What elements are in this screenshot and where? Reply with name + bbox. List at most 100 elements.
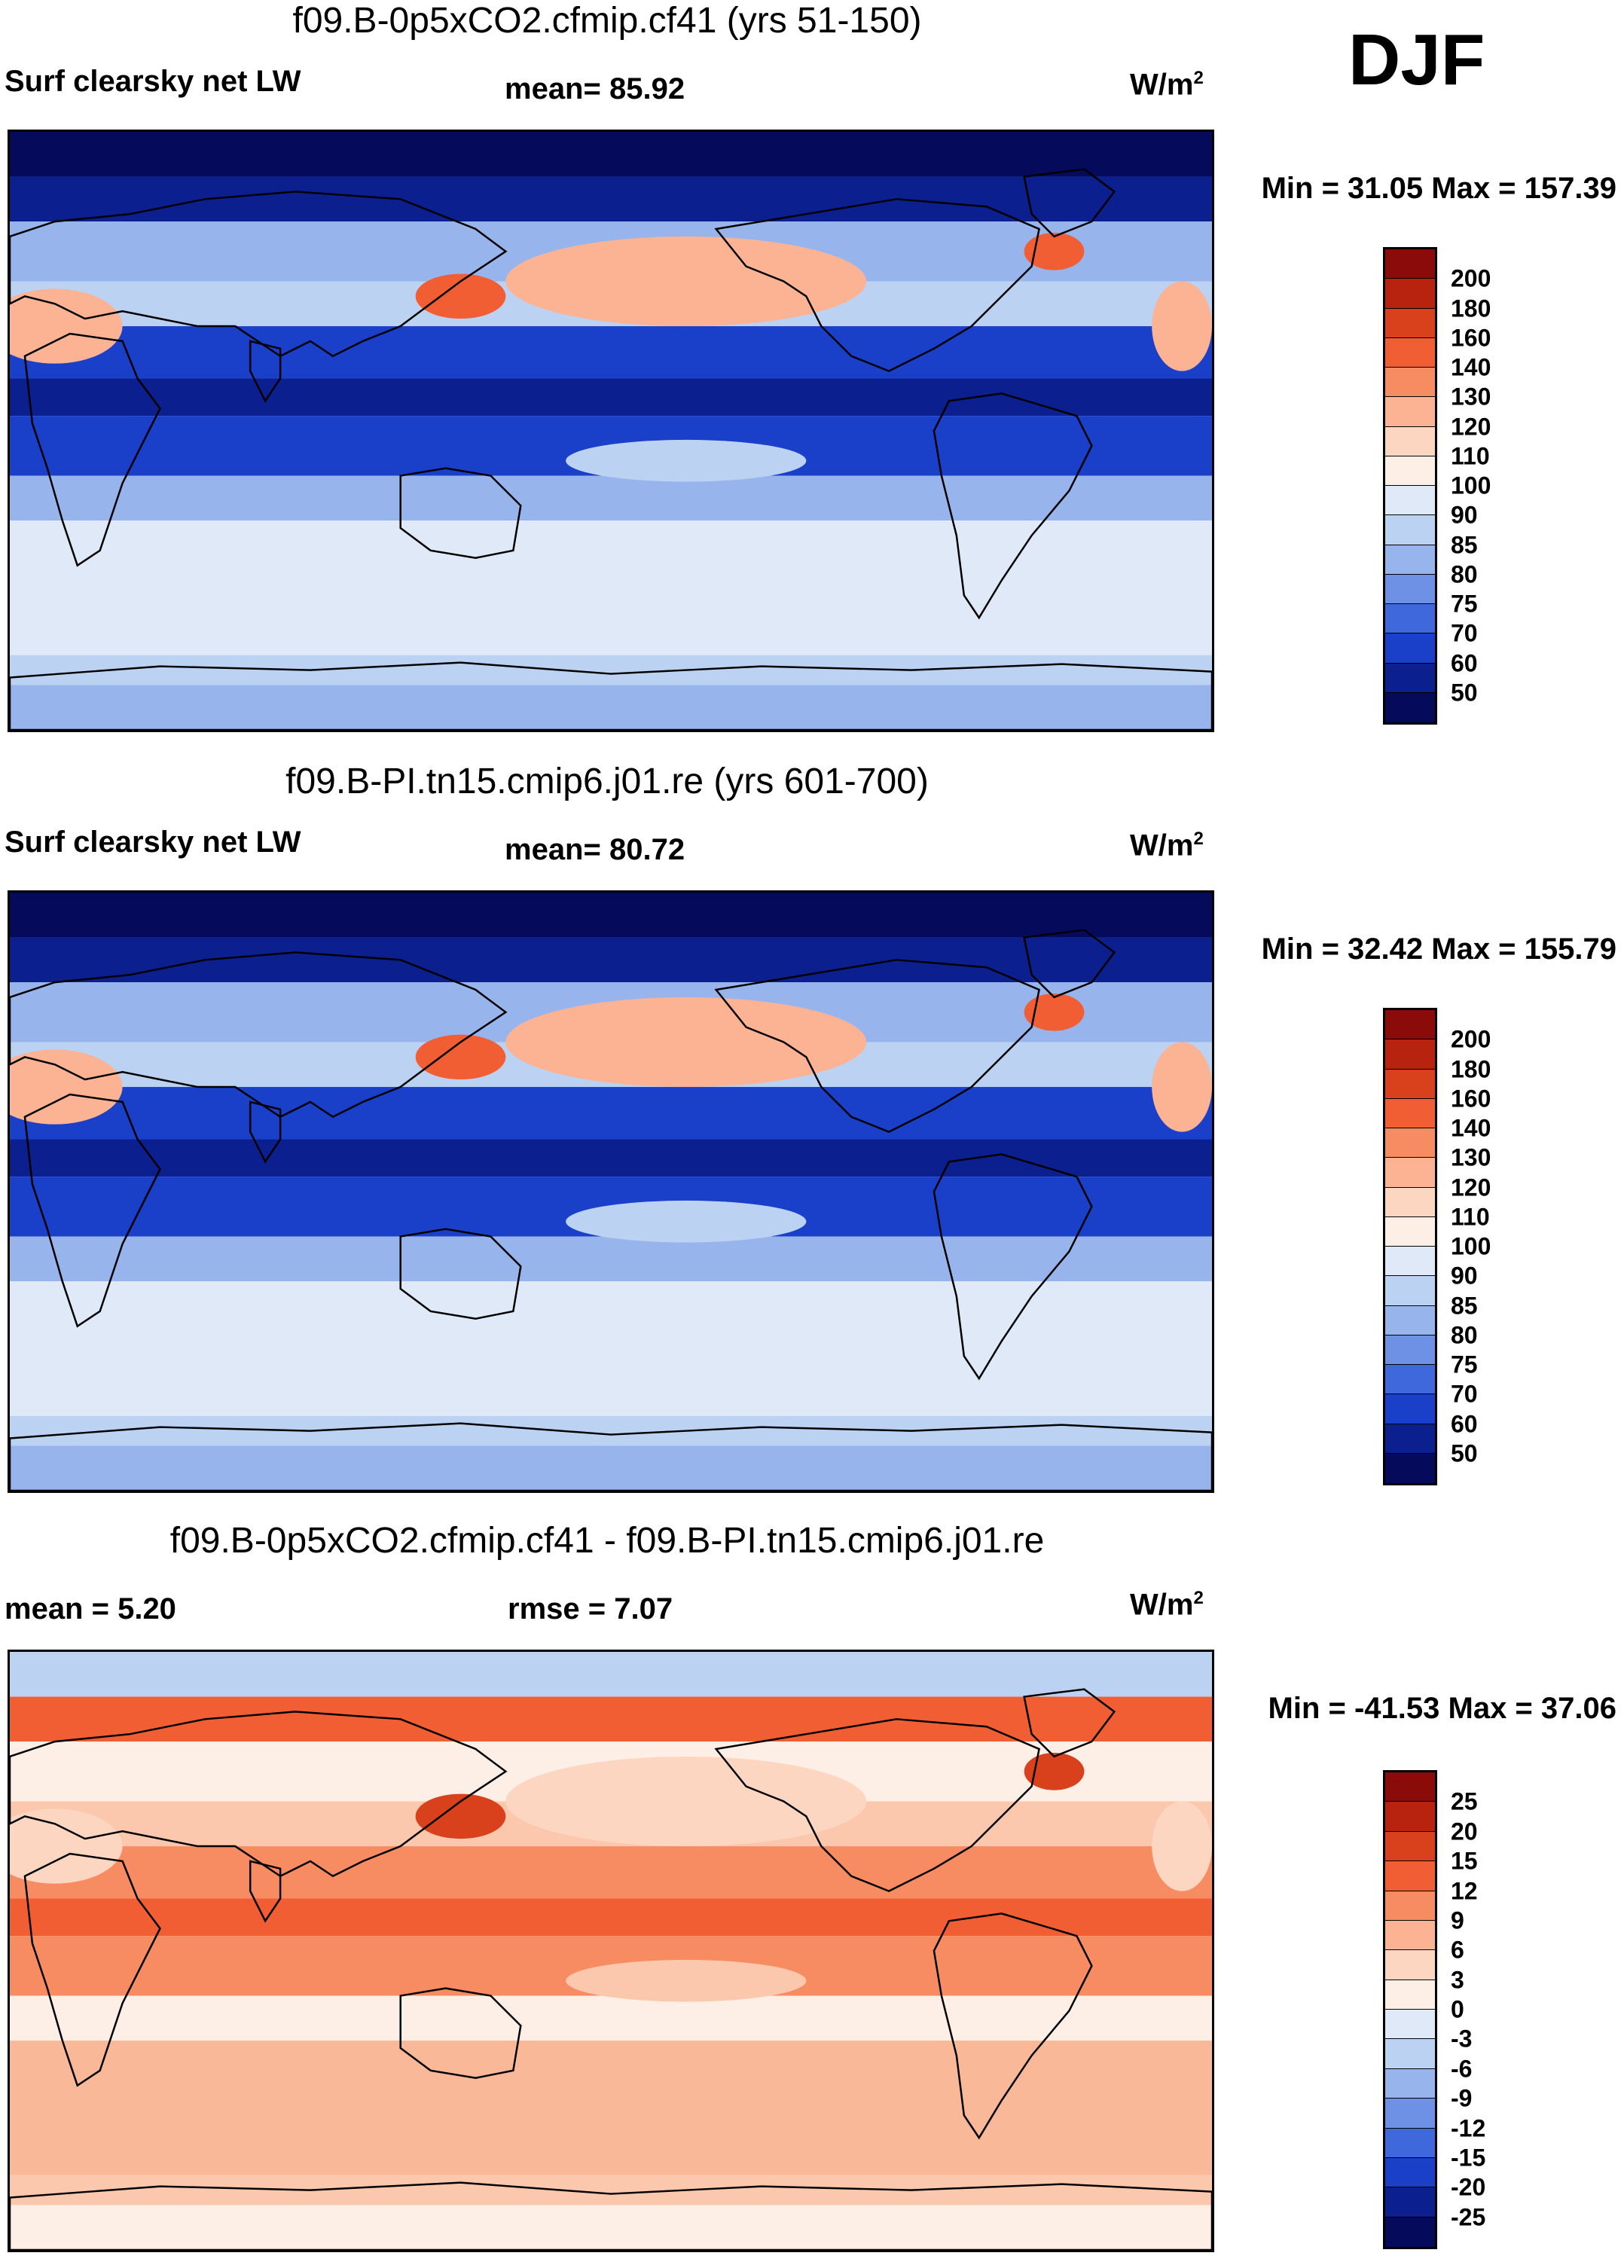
- panel-2-coastline-antarctica: [10, 1422, 1212, 1491]
- panel-1-colorbar-tick-label: 200: [1451, 264, 1491, 292]
- panel-1-colorbar-tick-label: 70: [1451, 619, 1478, 647]
- panel-2-colorbar-cell-12: [1385, 1335, 1435, 1365]
- panel-3-colorbar-cell-6: [1385, 1920, 1435, 1951]
- panel-3-coastline-australia: [399, 1987, 522, 2079]
- panel-2-colorbar-tick-label: 140: [1451, 1114, 1491, 1142]
- panel-1-coastline-africa: [23, 332, 161, 567]
- panel-2-colorbar-cell-4: [1385, 1098, 1435, 1128]
- panel-2-colorbar-tick-label: 60: [1451, 1410, 1478, 1437]
- panel-3-coastline-india: [249, 1860, 282, 1923]
- panel-2-coastline-south-america: [933, 1153, 1093, 1381]
- panel-3-band-10: [10, 2175, 1212, 2205]
- panel-3-colorbar-cell-7: [1385, 1950, 1435, 1980]
- panel-1-field-patch-5: [10, 288, 123, 364]
- panel-1-colorbar-cell-12: [1385, 574, 1435, 604]
- panel-2-field-patch-4: [1152, 1042, 1212, 1132]
- panel-1-minmax-label: Min = 31.05 Max = 157.39: [1261, 172, 1616, 205]
- panel-1-coastline-australia: [399, 467, 522, 559]
- panel-2-colorbar-cell-9: [1385, 1247, 1435, 1277]
- panel-1-band-8: [10, 475, 1212, 521]
- panel-3-field-patch-2: [505, 1756, 867, 1847]
- panel-2-band-1: [10, 893, 1212, 938]
- panel-2-colorbar-cell-13: [1385, 1365, 1435, 1395]
- panel-2-field-patch-6: [566, 1200, 807, 1243]
- panel-1-colorbar-cell-9: [1385, 486, 1435, 516]
- panel-2-band-10: [10, 1415, 1212, 1446]
- panel-1-coastline-south-america: [933, 392, 1093, 620]
- panel-3-band-1: [10, 1652, 1212, 1697]
- panel-1-coastline-north-america: [714, 198, 1040, 372]
- panel-1-band-1: [10, 132, 1212, 177]
- panel-2-coastline-india: [249, 1100, 282, 1164]
- panel-3-field-patch-6: [566, 1959, 807, 2002]
- panel-3-colorbar-cell-3: [1385, 1831, 1435, 1862]
- panel-3-mean-label: mean = 5.20: [5, 1592, 176, 1625]
- panel-1-colorbar-cell-13: [1385, 604, 1435, 634]
- panel-3-minmax-label: Min = -41.53 Max = 37.06: [1268, 1692, 1616, 1725]
- panel-2-colorbar-cell-7: [1385, 1187, 1435, 1217]
- panel-1-colorbar-cell-3: [1385, 308, 1435, 338]
- panel-3-field-patch-5: [10, 1809, 123, 1884]
- panel-3-units-text: W/m: [1130, 1588, 1194, 1622]
- panel-1-colorbar-cell-8: [1385, 456, 1435, 486]
- panel-2-band-5: [10, 1087, 1212, 1140]
- panel-2-band-6: [10, 1139, 1212, 1177]
- panel-3-colorbar-tick-label: -9: [1451, 2084, 1473, 2112]
- panel-2-colorbar-cell-2: [1385, 1039, 1435, 1070]
- panel-1-units-superscript: 2: [1193, 68, 1204, 88]
- panel-1-map-svg: [10, 132, 1212, 730]
- panel-1-band-9: [10, 520, 1212, 655]
- panel-2-title: f09.B-PI.tn15.cmip6.j01.re (yrs 601-700): [285, 762, 929, 801]
- panel-3-colorbar-tick-label: 0: [1451, 1995, 1464, 2023]
- panel-1-mean-label: mean= 85.92: [505, 72, 685, 105]
- panel-2-units-superscript: 2: [1193, 829, 1204, 849]
- panel-3-band-11: [10, 2205, 1212, 2250]
- panel-2-colorbar-tick-label: 120: [1451, 1174, 1491, 1201]
- panel-2-colorbar-tick-label: 160: [1451, 1085, 1491, 1113]
- panel-1-field-patch-1: [415, 273, 506, 319]
- panel-1-colorbar-tick-label: 130: [1451, 383, 1491, 411]
- panel-2-colorbar-ticks: 200 180 160 140 130 120 110 100 90 85 80 75 70 60 50: [1451, 1010, 1541, 1483]
- panel-2-units-label: W/m2: [1130, 829, 1204, 862]
- panel-1-map: [8, 130, 1214, 732]
- panel-3-map: [8, 1650, 1214, 2252]
- panel-2-colorbar-tick-label: 110: [1451, 1203, 1490, 1231]
- panel-1-colorbar-cell-5: [1385, 368, 1435, 398]
- panel-1-units-text: W/m: [1130, 68, 1194, 102]
- panel-2-variable-label: Surf clearsky net LW: [5, 826, 301, 859]
- panel-1-field-patch-3: [1024, 232, 1085, 270]
- panel-3-rmse-label: rmse = 7.07: [508, 1592, 673, 1625]
- panel-3-colorbar-tick-label: 25: [1451, 1787, 1478, 1815]
- panel-3-colorbar-cell-11: [1385, 2068, 1435, 2099]
- panel-3-colorbar-cell-4: [1385, 1861, 1435, 1891]
- panel-1-colorbar-cell-16: [1385, 692, 1435, 722]
- panel-1-units-label: W/m2: [1130, 68, 1204, 102]
- panel-3-colorbar-tick-label: 9: [1451, 1906, 1464, 1934]
- panel-3-colorbar-tick-label: 20: [1451, 1818, 1478, 1845]
- panel-2-field-patch-1: [415, 1034, 506, 1080]
- panel-2-colorbar-tick-label: 50: [1451, 1439, 1478, 1467]
- panel-3-coastline-greenland: [1023, 1688, 1116, 1758]
- panel-3-coastline-south-america: [933, 1912, 1093, 2140]
- panel-2-colorbar-tick-label: 80: [1451, 1321, 1478, 1349]
- panel-1-colorbar-cell-4: [1385, 337, 1435, 368]
- panel-1-colorbar-cell-7: [1385, 426, 1435, 456]
- panel-1-coastline-europe-asia: [10, 191, 508, 358]
- panel-1-coastline-india: [249, 340, 282, 403]
- panel-2-colorbar-cell-8: [1385, 1216, 1435, 1247]
- panel-2-colorbar-tick-label: 90: [1451, 1262, 1478, 1290]
- panel-2-field-patch-3: [1024, 993, 1085, 1031]
- panel-2-band-11: [10, 1445, 1212, 1491]
- panel-3-map-svg: [10, 1652, 1212, 2250]
- panel-3-colorbar-tick-label: 6: [1451, 1936, 1464, 1964]
- panel-2-colorbar-tick-label: 70: [1451, 1380, 1478, 1408]
- panel-1-colorbar-ticks: 200 180 160 140 130 120 110 100 90 85 80 75 70 60 50: [1451, 249, 1541, 722]
- panel-2-coastline-africa: [23, 1093, 161, 1328]
- panel-2-minmax-label: Min = 32.42 Max = 155.79: [1261, 933, 1616, 966]
- panel-3-colorbar-cell-9: [1385, 2010, 1435, 2040]
- panel-1-colorbar-tick-label: 160: [1451, 324, 1491, 352]
- panel-1-colorbar-tick-label: 75: [1451, 590, 1478, 618]
- panel-2-colorbar-cell-1: [1385, 1010, 1435, 1040]
- panel-3-colorbar-cell-2: [1385, 1802, 1435, 1832]
- panel-3-colorbar-cell-13: [1385, 2128, 1435, 2158]
